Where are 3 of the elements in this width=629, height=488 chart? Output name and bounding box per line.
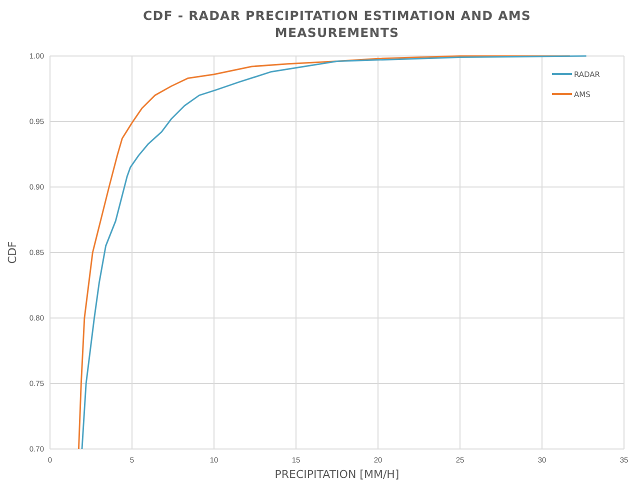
y-axis-title: CDF	[6, 241, 19, 264]
chart-title: CDF - RADAR PRECIPITATION ESTIMATION AND AMS MEASUREMENTS	[142, 8, 532, 40]
x-axis-title: PRECIPITATION [MM/H]	[274, 468, 400, 481]
